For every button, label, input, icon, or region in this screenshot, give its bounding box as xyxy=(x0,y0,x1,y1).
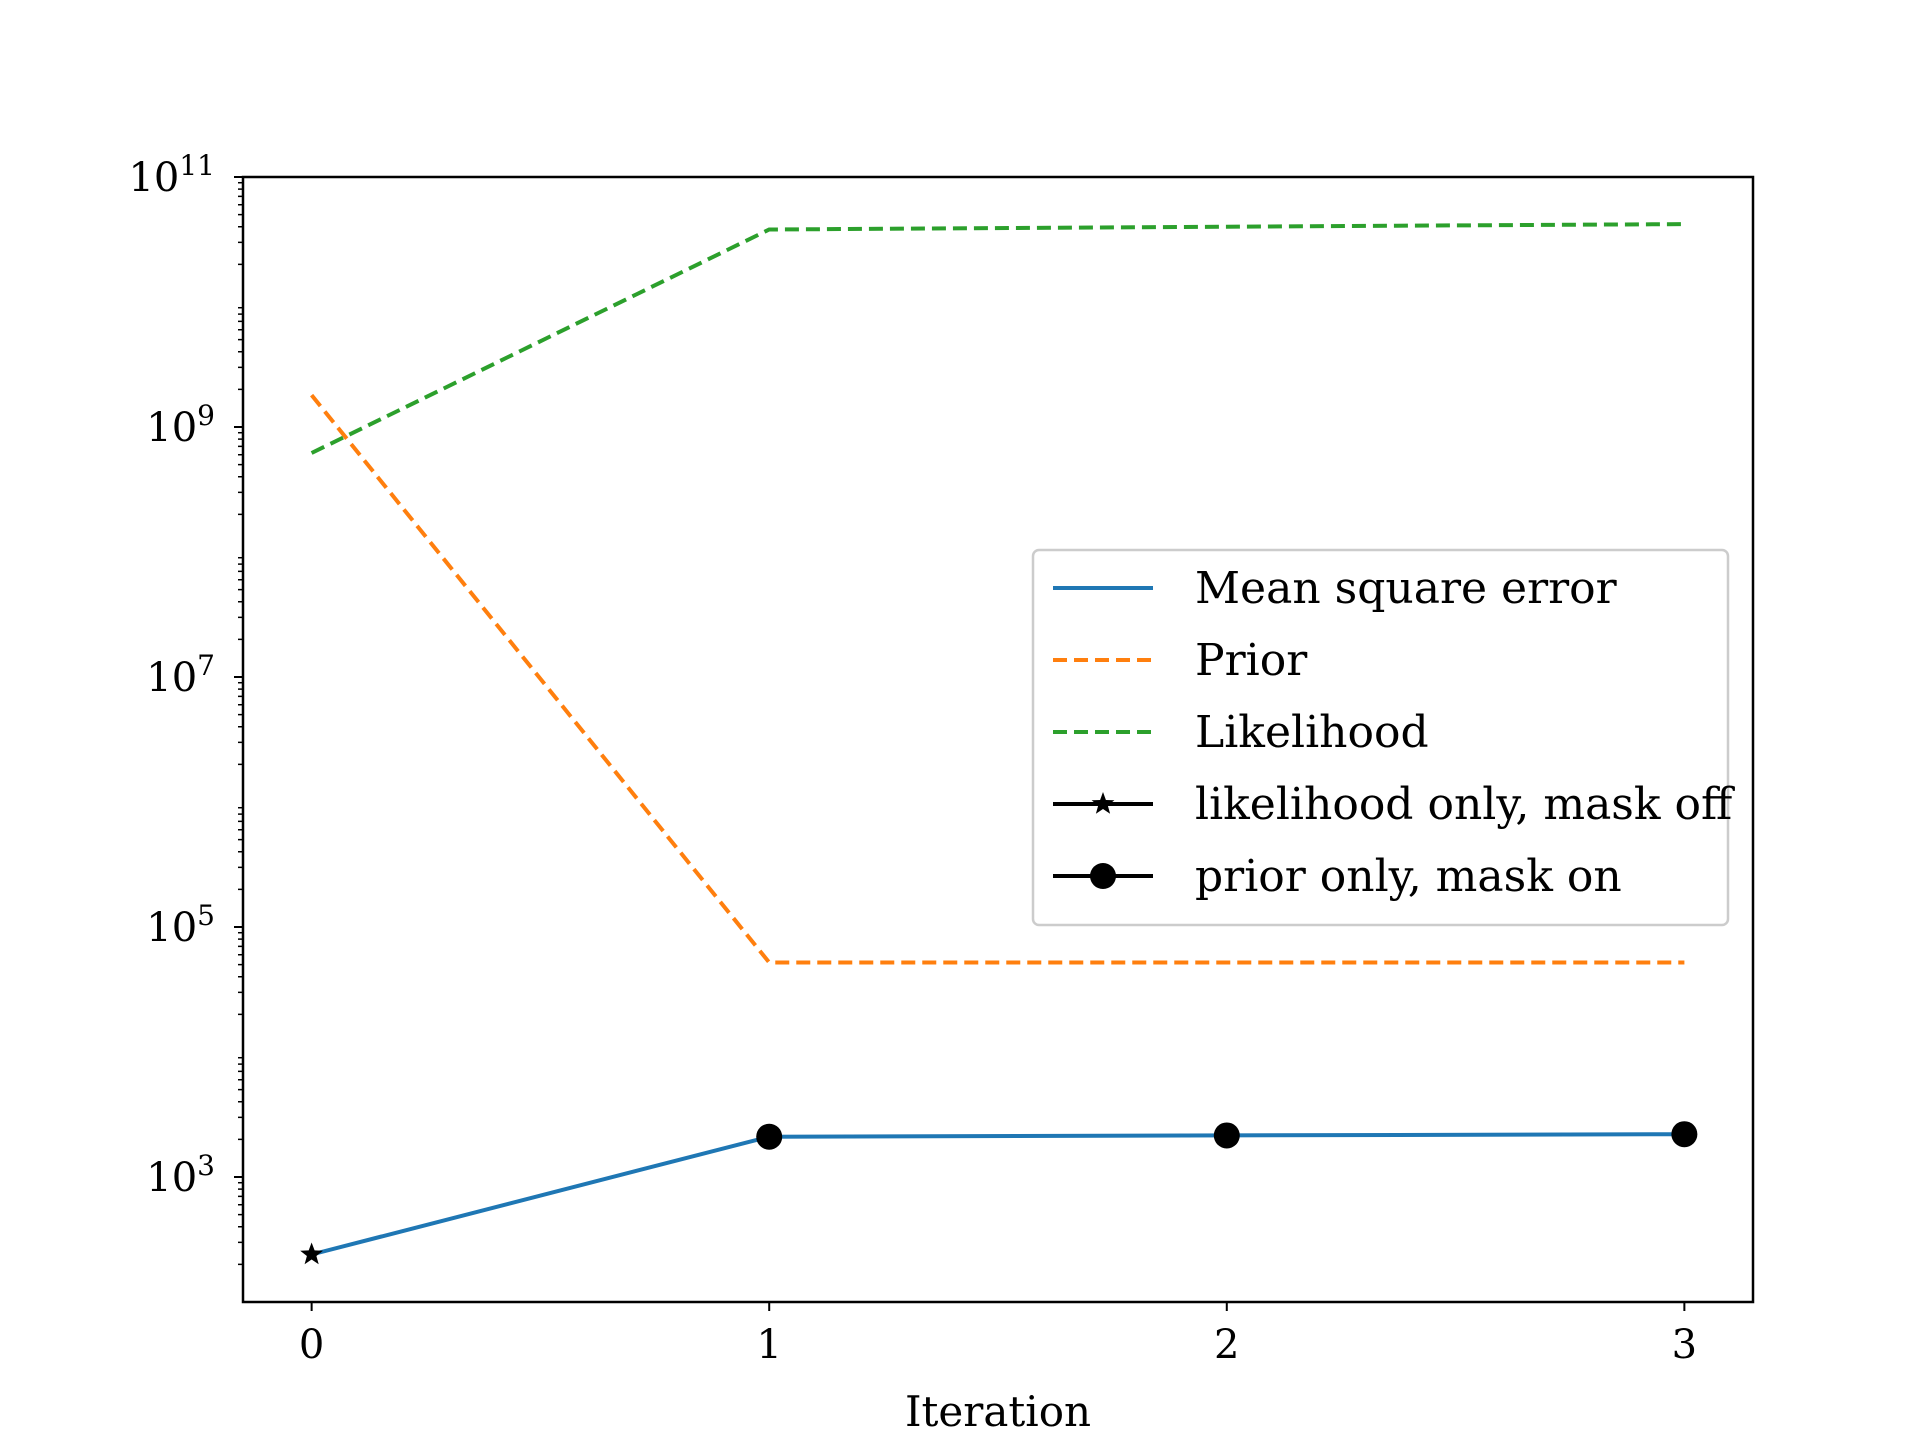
y-tick-label: 109 xyxy=(146,399,215,451)
legend-label: likelihood only, mask off xyxy=(1195,779,1735,830)
legend-marker-circle xyxy=(1090,863,1116,889)
y-tick-label: 1011 xyxy=(128,149,215,201)
legend-label: Likelihood xyxy=(1195,707,1429,758)
legend: Mean square error Prior Likelihood likeliho… xyxy=(1031,548,1735,927)
marker-layer xyxy=(300,1121,1698,1265)
series-line-prior xyxy=(310,393,1685,965)
legend-item-prior: Prior xyxy=(1053,635,1308,686)
legend-frame xyxy=(1031,548,1730,927)
legend-item-mean-square-error: Mean square error xyxy=(1053,563,1618,614)
series-line-mean-square-error xyxy=(311,1132,1685,1257)
marker-circle xyxy=(756,1123,783,1150)
series-layer xyxy=(310,222,1685,1257)
legend-items: Mean square error Prior Likelihood likeliho… xyxy=(1053,563,1735,902)
y-tick-label: 105 xyxy=(146,899,215,951)
y-tick-label: 107 xyxy=(146,649,215,701)
x-tick-label: 1 xyxy=(756,1322,781,1368)
plot-area-frame xyxy=(241,175,1755,1304)
x-tick-label: 0 xyxy=(299,1322,324,1368)
y-axis: 103 105 107 109 1011 xyxy=(128,149,243,1266)
legend-item-prior-only-mask-on: prior only, mask on xyxy=(1053,851,1622,902)
x-axis: 0 1 2 3 xyxy=(299,1302,1697,1368)
legend-label: prior only, mask on xyxy=(1195,851,1622,902)
marker-circle xyxy=(1213,1122,1240,1149)
x-tick-label: 2 xyxy=(1214,1322,1239,1368)
x-axis-label: Iteration xyxy=(905,1387,1091,1436)
marker-star xyxy=(300,1242,323,1265)
x-tick-label: 3 xyxy=(1672,1322,1697,1368)
legend-label: Prior xyxy=(1195,635,1308,686)
legend-marker-star xyxy=(1091,792,1115,814)
marker-circle xyxy=(1671,1121,1698,1148)
legend-item-likelihood: Likelihood xyxy=(1053,707,1429,758)
legend-label: Mean square error xyxy=(1195,563,1618,614)
legend-item-likelihood-only-mask-off: likelihood only, mask off xyxy=(1053,779,1735,830)
series-line-likelihood xyxy=(310,222,1685,455)
y-tick-label: 103 xyxy=(146,1149,215,1201)
